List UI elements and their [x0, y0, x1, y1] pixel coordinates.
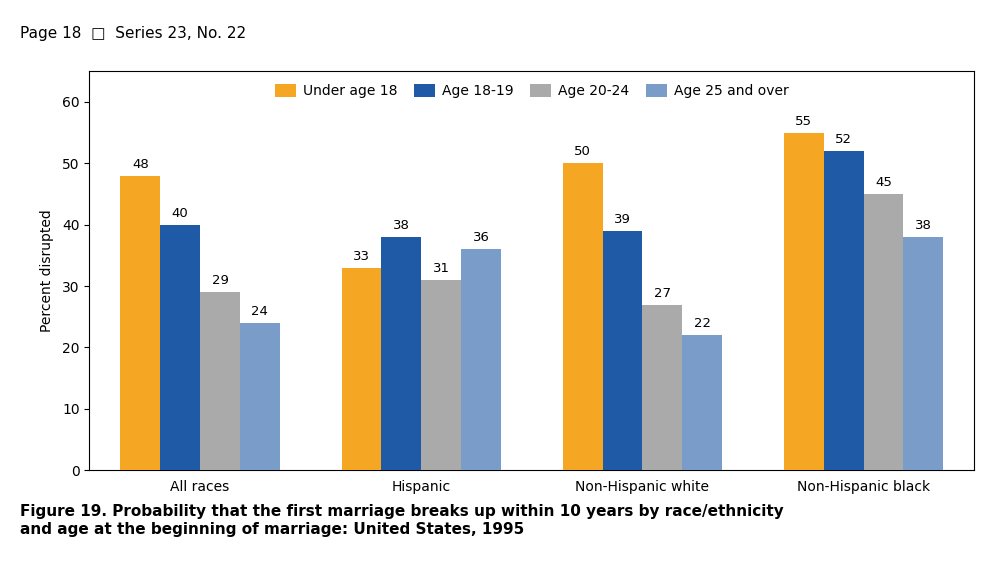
Bar	[421, 280, 461, 470]
Text: 55: 55	[795, 115, 812, 128]
Bar	[160, 225, 200, 470]
Text: 52: 52	[835, 133, 852, 146]
Bar	[342, 268, 382, 470]
Legend: Under age 18, Age 18-19, Age 20-24, Age 25 and over: Under age 18, Age 18-19, Age 20-24, Age …	[269, 78, 794, 104]
Bar	[784, 133, 824, 470]
Bar	[864, 194, 904, 470]
Text: 39: 39	[614, 213, 631, 226]
Bar	[682, 335, 722, 470]
Text: 29: 29	[212, 274, 229, 287]
Bar	[240, 323, 279, 470]
Text: 40: 40	[172, 207, 189, 220]
Text: 33: 33	[353, 250, 370, 263]
Bar	[904, 237, 943, 470]
Text: Figure 19. Probability that the first marriage breaks up within 10 years by race: Figure 19. Probability that the first ma…	[20, 504, 783, 537]
Text: 22: 22	[694, 317, 711, 330]
Bar	[824, 151, 864, 470]
Bar	[382, 237, 421, 470]
Text: 24: 24	[251, 305, 268, 318]
Text: 31: 31	[432, 262, 449, 275]
Bar	[461, 249, 501, 470]
Y-axis label: Percent disrupted: Percent disrupted	[40, 209, 54, 332]
Bar	[200, 292, 240, 470]
Text: 27: 27	[654, 287, 671, 300]
Text: 38: 38	[914, 219, 931, 232]
Text: 45: 45	[875, 176, 892, 189]
Bar	[120, 176, 160, 470]
Text: 48: 48	[132, 158, 149, 170]
Text: 38: 38	[393, 219, 410, 232]
Text: Page 18  □  Series 23, No. 22: Page 18 □ Series 23, No. 22	[20, 26, 246, 40]
Bar	[602, 231, 642, 470]
Text: 36: 36	[472, 231, 489, 245]
Text: 50: 50	[575, 145, 591, 158]
Bar	[642, 304, 682, 470]
Bar	[563, 164, 602, 470]
